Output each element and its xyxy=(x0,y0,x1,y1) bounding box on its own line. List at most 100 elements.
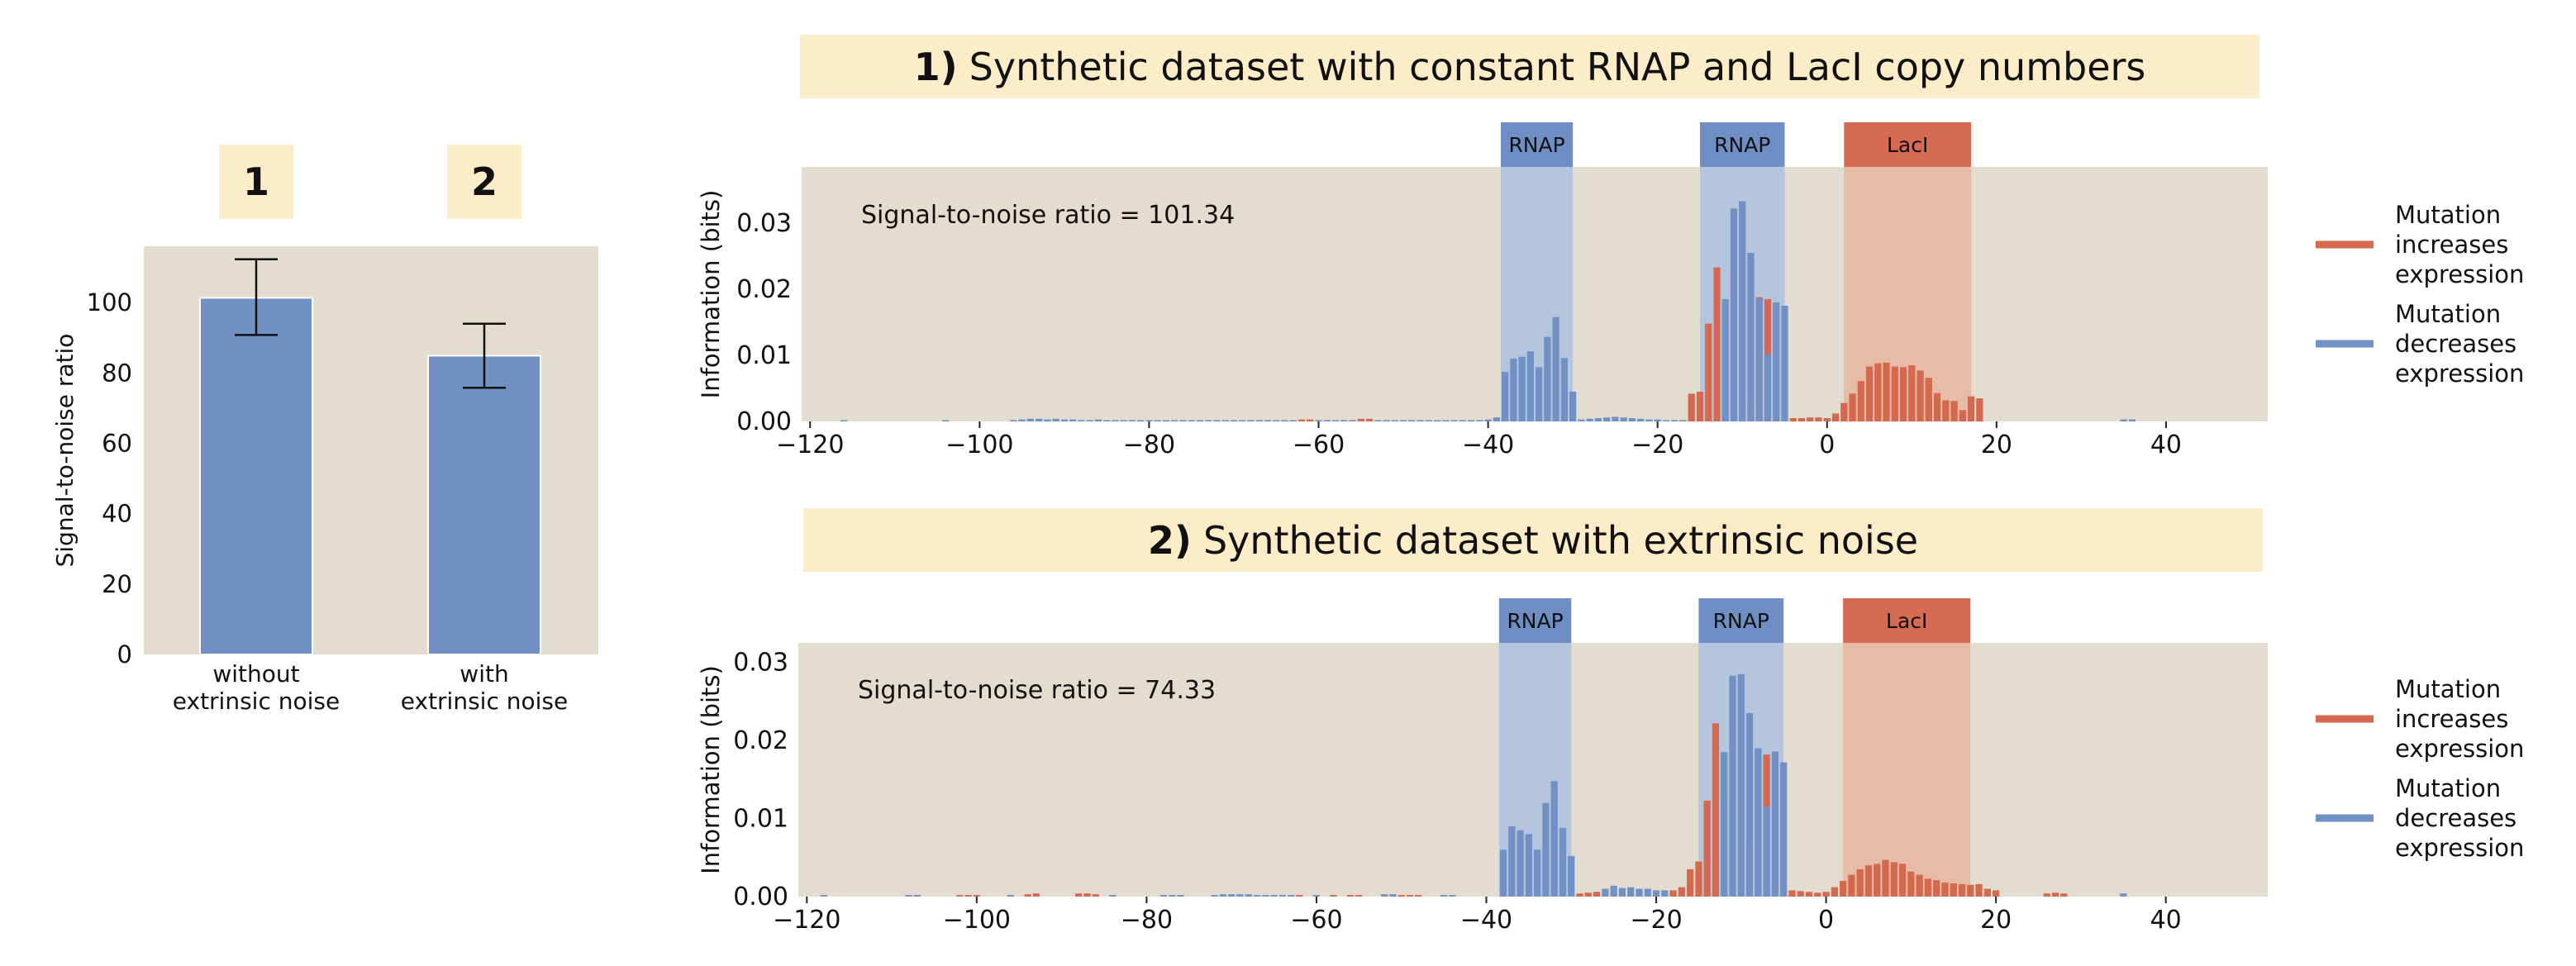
increase-bar xyxy=(1576,893,1583,897)
decrease-bar xyxy=(1594,418,1602,421)
increase-bar xyxy=(1678,887,1685,897)
decrease-bar xyxy=(1236,894,1244,897)
decrease-bar xyxy=(2120,419,2127,421)
increase-bar xyxy=(1365,418,1374,421)
decrease-bar xyxy=(1255,420,1263,421)
decrease-bar xyxy=(1586,418,1593,421)
decrease-bar xyxy=(820,895,827,897)
decrease-bar xyxy=(1331,420,1340,421)
decrease-bar xyxy=(2120,893,2127,897)
snr-y-tick-label: 40 xyxy=(102,500,132,528)
y-tick-label: 0.02 xyxy=(733,726,788,755)
decrease-bar xyxy=(1745,713,1754,897)
legend-decrease-line2: decreases xyxy=(2395,330,2516,358)
increase-bar xyxy=(1864,865,1873,897)
decrease-bar xyxy=(1450,420,1458,421)
decrease-bar xyxy=(1773,302,1780,421)
decrease-bar xyxy=(1323,420,1331,421)
decrease-bar xyxy=(1771,751,1779,897)
snr-bars xyxy=(199,258,541,655)
decrease-bar xyxy=(1661,890,1669,897)
legend-increase-line3: expression xyxy=(2395,260,2524,288)
panel-2-title-text: Synthetic dataset with extrinsic noise xyxy=(1203,518,1918,563)
badge-2 xyxy=(447,145,521,219)
decrease-bar xyxy=(1679,420,1687,421)
decrease-bar xyxy=(1755,748,1762,897)
badge-1 xyxy=(219,145,293,219)
snr-category-label-2-line1: with xyxy=(459,660,508,688)
legend-panel-1: Mutation increases expression Mutation d… xyxy=(2316,201,2524,388)
legend-decrease-line1: Mutation xyxy=(2395,774,2501,802)
decrease-bar xyxy=(1620,417,1627,421)
information-footprint-panel-2: 2) Synthetic dataset with extrinsic noise… xyxy=(697,508,2268,935)
y-tick-label: 0.00 xyxy=(733,883,788,911)
decrease-bar xyxy=(1162,420,1170,421)
decrease-bar xyxy=(1517,830,1524,897)
y-tick-label: 0.00 xyxy=(736,407,792,436)
increase-bar xyxy=(1950,401,1958,421)
decrease-bar xyxy=(1171,420,1178,421)
increase-bar xyxy=(1898,864,1907,897)
increase-bar xyxy=(1713,267,1721,421)
increase-bar xyxy=(1330,895,1337,897)
increase-bar xyxy=(1908,365,1916,421)
increase-bar xyxy=(1831,887,1838,897)
legend-decrease-line1: Mutation xyxy=(2395,300,2501,328)
x-tick-label: −60 xyxy=(1290,906,1342,935)
increase-bar xyxy=(1298,419,1306,421)
decrease-bar xyxy=(1525,834,1532,897)
increase-bar xyxy=(1083,893,1091,897)
snr-y-tick-label: 0 xyxy=(117,640,132,669)
decrease-bar xyxy=(1662,420,1670,421)
increase-bar xyxy=(1695,861,1702,897)
decrease-bar xyxy=(1086,420,1093,421)
increase-bar xyxy=(1705,323,1712,421)
increase-bar xyxy=(1958,883,1966,897)
increase-bar xyxy=(1831,413,1840,421)
decrease-bar xyxy=(1603,417,1611,421)
decrease-bar xyxy=(1188,420,1195,421)
increase-bar xyxy=(1092,894,1099,897)
increase-bar xyxy=(1024,894,1031,897)
snr-category-label-2-line2: extrinsic noise xyxy=(401,688,568,715)
decrease-bar xyxy=(1542,802,1550,897)
increase-bar xyxy=(1865,366,1874,421)
decrease-bar xyxy=(1340,420,1348,421)
decrease-bar xyxy=(1747,253,1755,421)
decrease-bar xyxy=(1078,420,1085,421)
decrease-bar xyxy=(840,420,848,421)
increase-bar xyxy=(1950,883,1957,897)
decrease-bar xyxy=(1205,420,1212,421)
badge-1-label: 1 xyxy=(243,159,269,204)
legend-decrease-line3: expression xyxy=(2395,359,2524,388)
decrease-bar xyxy=(1026,418,1034,421)
increase-bar xyxy=(1398,895,1405,897)
rnap-site-label-box xyxy=(1698,598,1784,643)
increase-bar xyxy=(1712,723,1720,897)
increase-bar xyxy=(1788,890,1796,897)
decrease-bar xyxy=(1399,420,1407,421)
increase-bar xyxy=(1687,868,1694,897)
decrease-bar xyxy=(1289,420,1297,421)
increase-bar xyxy=(2060,893,2068,897)
decrease-bar xyxy=(1018,419,1026,421)
increase-bar xyxy=(964,895,972,897)
decrease-bar xyxy=(1221,420,1229,421)
decrease-bar xyxy=(1610,885,1617,897)
decrease-bar xyxy=(1618,887,1626,897)
increase-bar xyxy=(1882,859,1889,897)
decrease-bar xyxy=(1536,367,1543,421)
increase-bar xyxy=(1959,410,1966,421)
legend-increase-line1: Mutation xyxy=(2395,675,2501,703)
x-tick-label: −80 xyxy=(1121,906,1173,935)
snr-y-tick-label: 100 xyxy=(87,288,132,316)
decrease-bar xyxy=(1109,895,1117,897)
decrease-bar xyxy=(1007,895,1015,897)
increase-bar xyxy=(1669,890,1677,897)
x-tick-label: 40 xyxy=(2150,906,2182,935)
decrease-bar xyxy=(1764,354,1772,421)
increase-bar xyxy=(1925,378,1932,421)
increase-bar xyxy=(1307,419,1314,421)
x-tick-label: 20 xyxy=(1981,431,2012,459)
decrease-bar xyxy=(1627,887,1635,897)
